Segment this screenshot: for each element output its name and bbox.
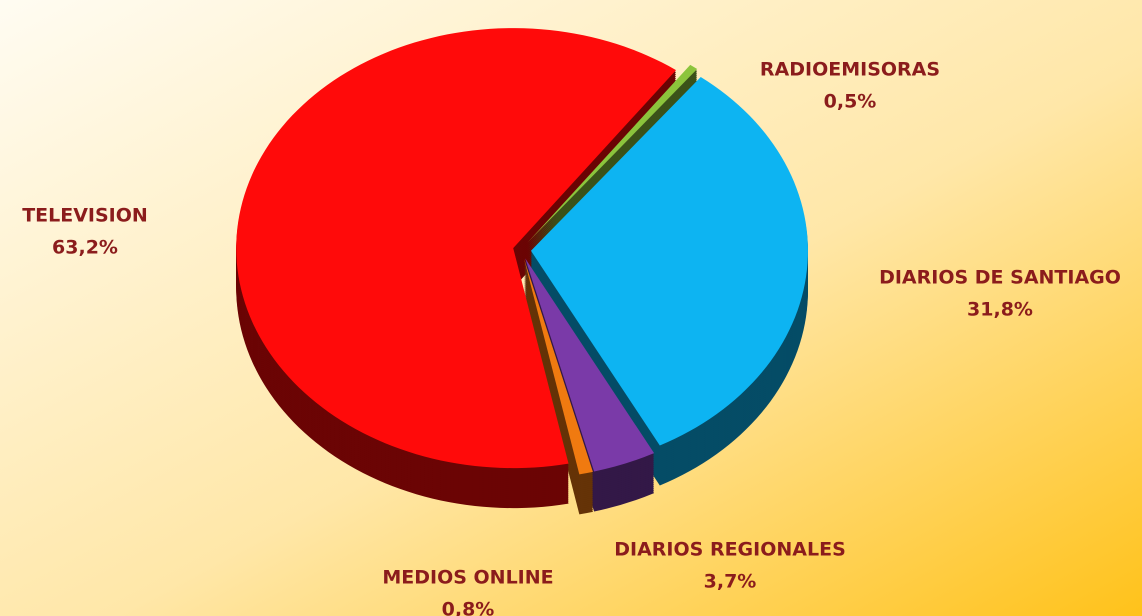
- slice-label: RADIOEMISORAS: [760, 59, 940, 81]
- slice-label: DIARIOS REGIONALES: [614, 539, 846, 561]
- slice-value-label: 31,8%: [967, 299, 1033, 321]
- slice-label: DIARIOS DE SANTIAGO: [879, 267, 1121, 289]
- slice-value-label: 63,2%: [52, 237, 118, 259]
- slice: [530, 76, 808, 446]
- slice-value-label: 3,7%: [704, 571, 757, 593]
- slice-value-label: 0,8%: [442, 599, 495, 616]
- slice-label: MEDIOS ONLINE: [382, 567, 553, 589]
- slice-value-label: 0,5%: [824, 91, 877, 113]
- slice: [236, 28, 677, 469]
- slice: [525, 258, 655, 472]
- slice: [524, 258, 593, 475]
- slice: [527, 64, 698, 243]
- slice-label: TELEVISION: [22, 205, 148, 227]
